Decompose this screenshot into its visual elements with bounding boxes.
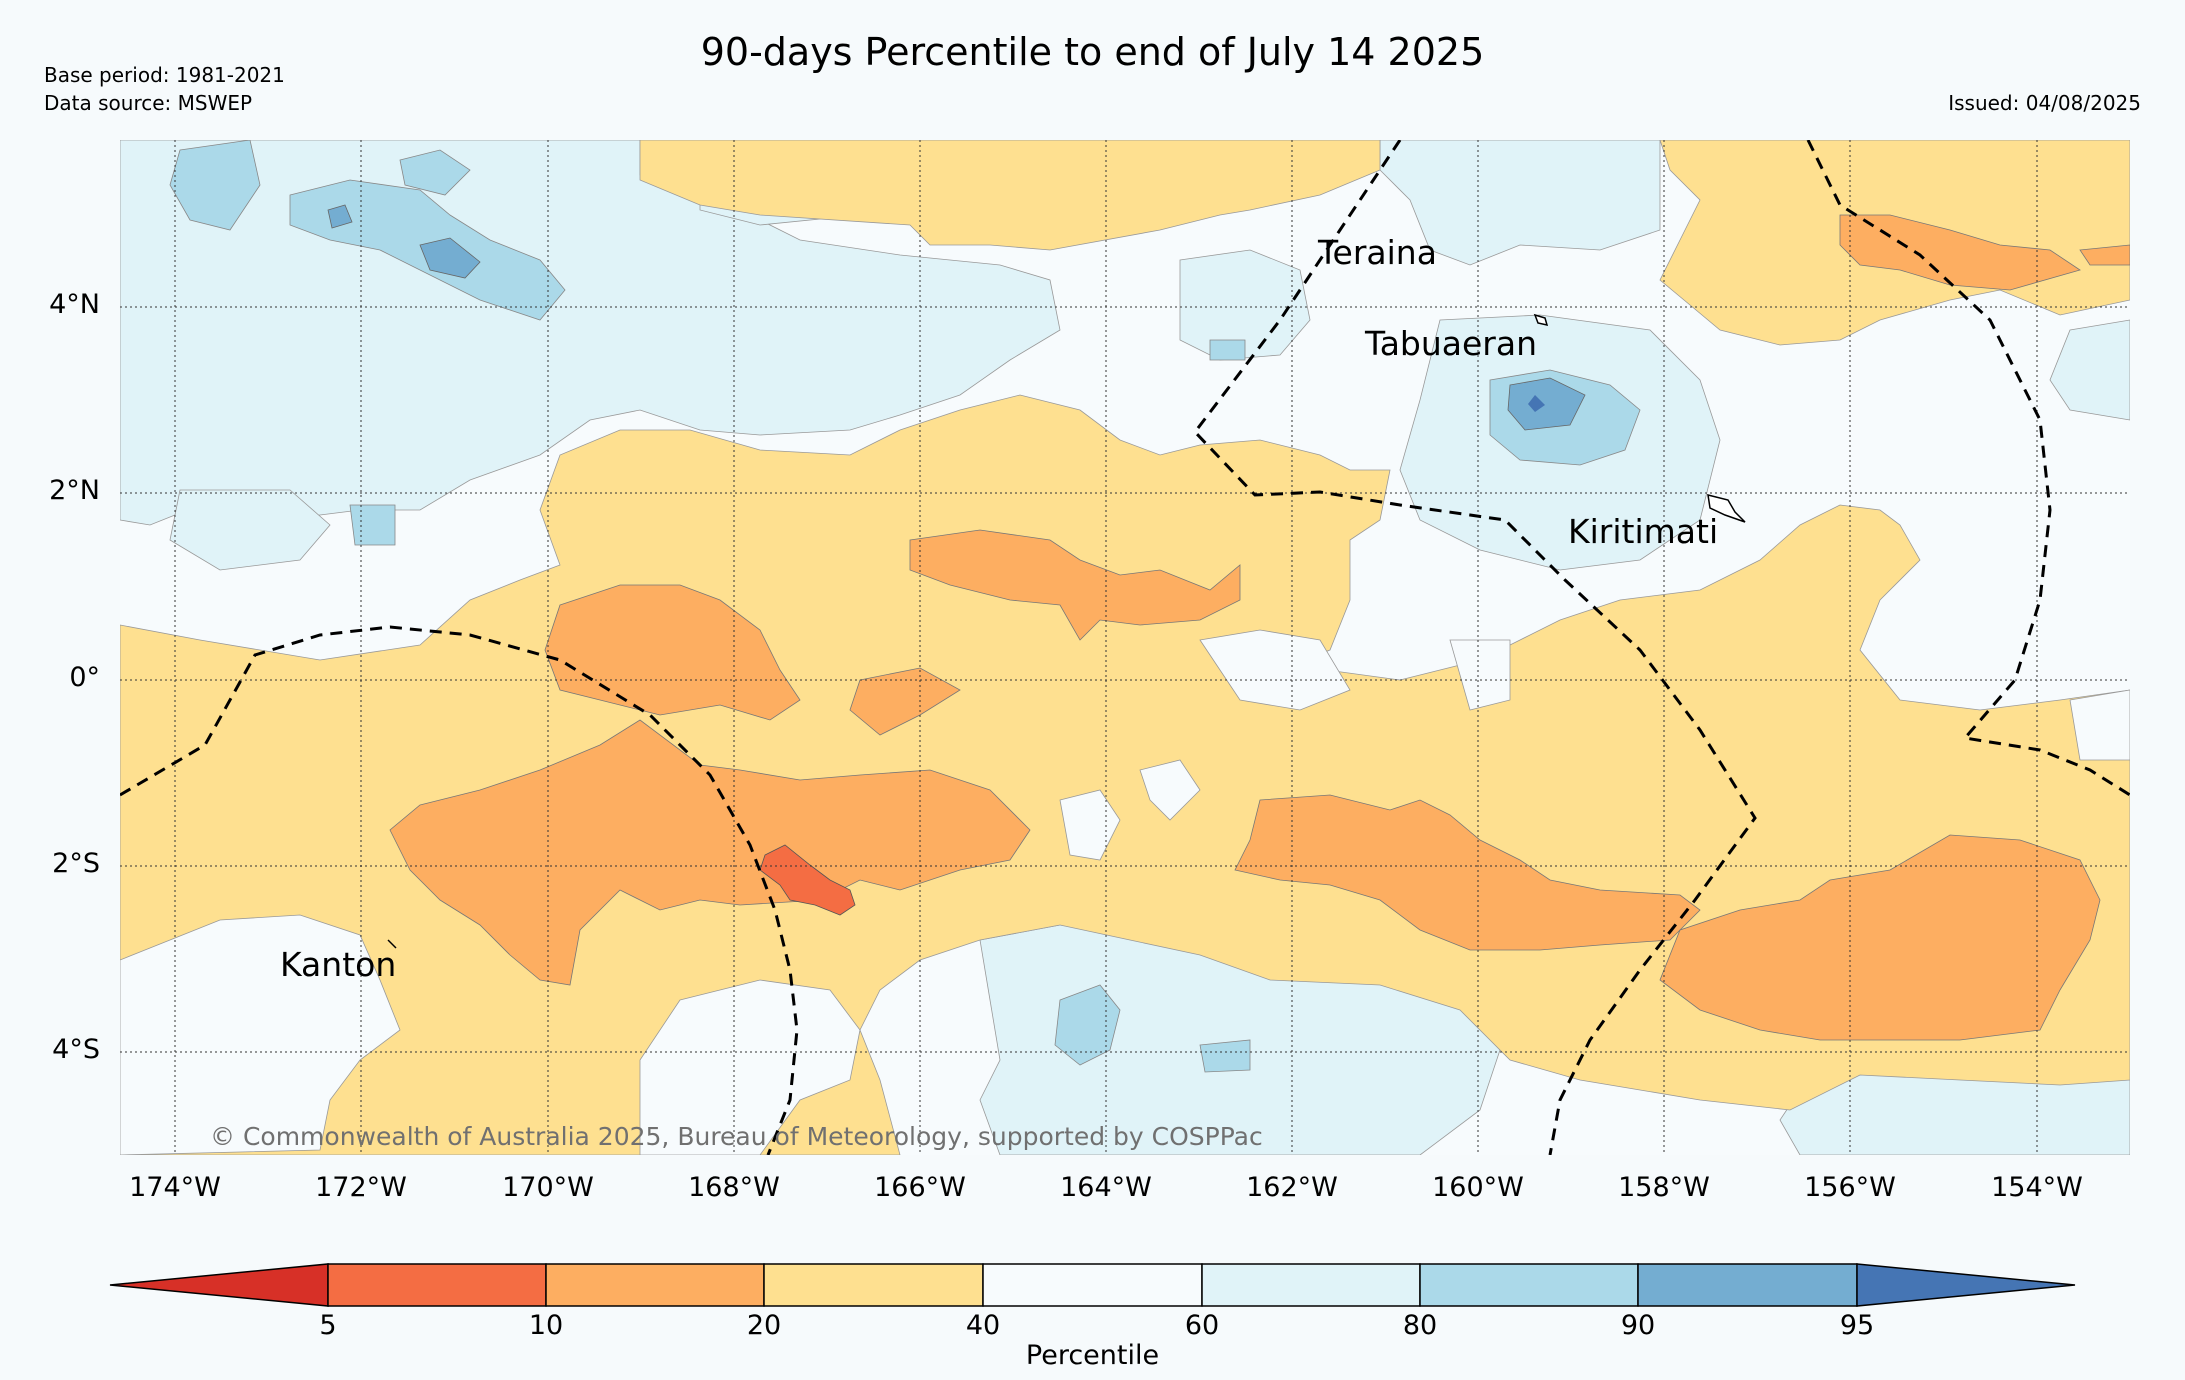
data-source-text: Data source: MSWEP bbox=[44, 91, 253, 115]
lat-tick-label: 2°S bbox=[52, 848, 100, 879]
colorbar-tick-label: 95 bbox=[1839, 1310, 1875, 1341]
region-5-10 bbox=[759, 844, 856, 916]
island-label-kanton: Kanton bbox=[280, 945, 397, 984]
issued-date-text: Issued: 04/08/2025 bbox=[1948, 91, 2141, 115]
copyright-notice: © Commonwealth of Australia 2025, Bureau… bbox=[210, 1122, 1263, 1151]
lon-tick-label: 170°W bbox=[502, 1172, 594, 1203]
colorbar-extend-high bbox=[1856, 1263, 2076, 1307]
base-period-text: Base period: 1981-2021 bbox=[44, 63, 285, 87]
lon-tick-label: 172°W bbox=[315, 1172, 407, 1203]
lon-tick-label: 174°W bbox=[129, 1172, 221, 1203]
colorbar-tick-label: 90 bbox=[1620, 1310, 1656, 1341]
lat-tick-label: 0° bbox=[69, 662, 100, 693]
map-fields bbox=[120, 140, 2130, 1155]
lon-tick-label: 164°W bbox=[1060, 1172, 1152, 1203]
map-title: 90-days Percentile to end of July 14 202… bbox=[700, 30, 1485, 74]
lon-tick-label: 156°W bbox=[1804, 1172, 1896, 1203]
colorbar-tick-label: 20 bbox=[746, 1310, 782, 1341]
island-label-kiritimati: Kiritimati bbox=[1568, 512, 1719, 551]
colorbar-tick-label: 80 bbox=[1402, 1310, 1438, 1341]
colorbar-tick-label: 10 bbox=[528, 1310, 564, 1341]
lat-tick-label: 4°S bbox=[52, 1034, 100, 1065]
lat-tick-label: 4°N bbox=[49, 289, 100, 320]
colorbar-label: Percentile bbox=[1025, 1340, 1160, 1371]
lon-tick-label: 154°W bbox=[1991, 1172, 2083, 1203]
lon-tick-label: 162°W bbox=[1246, 1172, 1338, 1203]
lat-tick-label: 2°N bbox=[49, 475, 100, 506]
lon-tick-label: 168°W bbox=[688, 1172, 780, 1203]
island-outlines bbox=[387, 313, 1746, 949]
colorbar-extend-low bbox=[109, 1263, 329, 1307]
colorbar-tick-label: 5 bbox=[319, 1310, 337, 1341]
colorbar bbox=[109, 1263, 2076, 1307]
eez-boundaries bbox=[120, 140, 2130, 1155]
graticule bbox=[120, 140, 2130, 1155]
colorbar-tick-label: 40 bbox=[965, 1310, 1001, 1341]
island-label-tabuaeran: Tabuaeran bbox=[1365, 324, 1538, 363]
lon-tick-label: 166°W bbox=[874, 1172, 966, 1203]
lon-tick-label: 158°W bbox=[1618, 1172, 1710, 1203]
region-10-20 bbox=[389, 214, 2130, 1041]
lon-tick-label: 160°W bbox=[1432, 1172, 1524, 1203]
island-label-teraina: Teraina bbox=[1318, 233, 1437, 272]
colorbar-tick-label: 60 bbox=[1184, 1310, 1220, 1341]
region-40-60-patches bbox=[120, 629, 2130, 1155]
region-above-95 bbox=[1528, 395, 1545, 412]
region-90-95 bbox=[327, 204, 1586, 431]
